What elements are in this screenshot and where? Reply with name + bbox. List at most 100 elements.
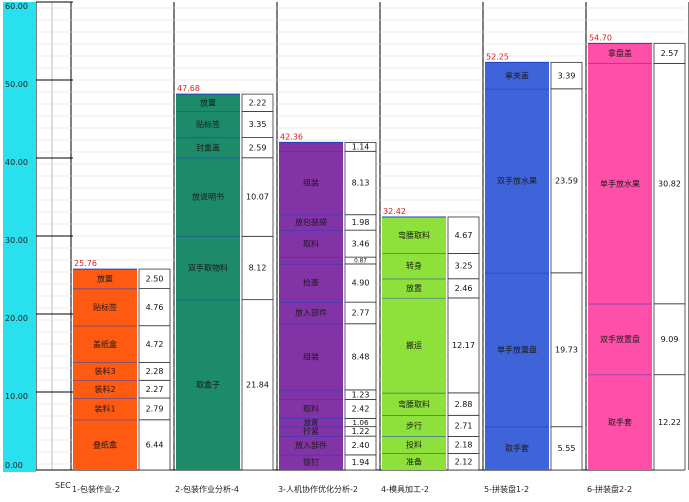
y-axis-band [3, 2, 36, 472]
value-cell [550, 426, 583, 471]
category-label: 6-拼装盘2-2 [587, 484, 632, 494]
value-cell [344, 263, 377, 303]
segment-value: 8.12 [249, 264, 267, 273]
category-label: 2-包装作业分析-4 [175, 484, 239, 494]
bar-segment [382, 436, 446, 454]
value-cell [138, 268, 171, 289]
bar-segment [73, 325, 137, 363]
segment-name: 放置 [97, 273, 113, 283]
bar-segment [279, 257, 343, 264]
bar-segment [279, 263, 343, 303]
bar-segment [73, 362, 137, 381]
segment-name: 放置 [406, 283, 422, 293]
segment-value: 3.25 [455, 262, 473, 271]
value-cell [138, 325, 171, 363]
value-cell [653, 303, 686, 376]
segment-value: 10.07 [246, 193, 269, 202]
segment-name: 取料 [303, 238, 319, 248]
value-cell [344, 150, 377, 216]
segment-name: 叠纸盒 [93, 440, 117, 450]
segment-name: 装料3 [94, 366, 115, 376]
bar-segment [588, 374, 652, 470]
bar-total: 54.70 [589, 33, 612, 42]
segment-value: 9.09 [661, 335, 679, 344]
bar-segment [73, 398, 137, 420]
segment-name: 准备 [406, 456, 422, 466]
bar-segment [382, 216, 446, 254]
bar-segment [279, 454, 343, 470]
segment-value: 8.13 [352, 179, 370, 188]
segment-name: 拿夹盖 [505, 70, 529, 80]
y-tick-label: 10.00 [5, 392, 28, 401]
value-cell [653, 42, 686, 64]
y-tick-label: 0.00 [5, 461, 23, 470]
value-cell [241, 235, 274, 301]
segment-value: 21.84 [246, 380, 269, 389]
segment-name: 转身 [406, 261, 422, 271]
segment-name: 双手放水果 [497, 175, 537, 185]
segment-name: 弯腰取料 [398, 230, 430, 240]
bar-segment [279, 142, 343, 152]
segment-name: 步行 [406, 421, 422, 431]
bar-segment [279, 151, 343, 215]
bar-segment [176, 236, 240, 300]
bar-segment [73, 380, 137, 399]
value-cell [550, 272, 583, 428]
bar-segment [73, 269, 137, 289]
bar-segment [382, 415, 446, 437]
segment-name: 组装 [303, 351, 319, 361]
bar-segment [279, 389, 343, 400]
segment-value: 0.87 [354, 258, 367, 264]
segment-value: 4.90 [352, 279, 370, 288]
bar-segment [176, 111, 240, 138]
segment-value: 1.06 [352, 418, 369, 427]
value-cell [344, 323, 377, 391]
segment-name: 盖纸盒 [93, 339, 117, 349]
category-label: 1-包装作业-2 [72, 484, 120, 494]
segment-name: 组装 [303, 178, 319, 188]
bar-segment [588, 63, 652, 304]
segment-name: 封盒盖 [196, 142, 220, 152]
segment-value: 12.17 [452, 341, 475, 350]
segment-name: 弯腰取料 [398, 399, 430, 409]
segment-name: 放置 [200, 97, 216, 107]
value-cell [344, 141, 377, 152]
segment-value: 2.59 [249, 143, 267, 152]
segment-value: 1.98 [352, 218, 370, 227]
segment-value: 5.55 [558, 444, 576, 453]
segment-name: 拧紧 [303, 426, 319, 436]
category-label: 4-模具加工-2 [381, 484, 429, 494]
bar-segment [485, 272, 549, 427]
bar-segment [485, 88, 549, 273]
bar-segment [382, 453, 446, 470]
value-cell [138, 419, 171, 471]
bar-segment [279, 418, 343, 427]
segment-name: 锁钉 [303, 457, 319, 467]
segment-value: 3.46 [352, 239, 370, 248]
segment-name: 放置 [304, 418, 319, 427]
segment-value: 30.82 [658, 179, 681, 188]
bar-total: 32.42 [383, 207, 406, 216]
segment-value: 2.71 [455, 422, 473, 431]
value-cell [550, 88, 583, 274]
bar-segment [73, 288, 137, 326]
segment-name: 取料 [303, 404, 319, 414]
segment-value: 23.59 [555, 176, 578, 185]
value-cell [241, 93, 274, 112]
segment-value: 1.22 [352, 427, 370, 436]
labels-layer: 叠纸盒 6.44 装料1 2.79 装料2 2.27 装料3 2.28 盖纸盒 4.72 贴标签 4.… [72, 33, 681, 494]
value-cell [447, 252, 480, 280]
segment-value: 2.27 [146, 385, 164, 394]
segment-value: 2.28 [146, 367, 164, 376]
bar-segment [279, 436, 343, 455]
bar-segment [176, 157, 240, 237]
bar-segment [485, 426, 549, 470]
segment-value: 4.67 [455, 231, 473, 240]
segment-value: 2.22 [249, 98, 267, 107]
value-cell [241, 111, 274, 138]
segment-value: 2.77 [352, 309, 370, 318]
bar-segment [588, 303, 652, 375]
value-cell [653, 62, 686, 305]
category-label: 5-拼装盘1-2 [484, 484, 529, 494]
segment-value: 19.73 [555, 345, 578, 354]
